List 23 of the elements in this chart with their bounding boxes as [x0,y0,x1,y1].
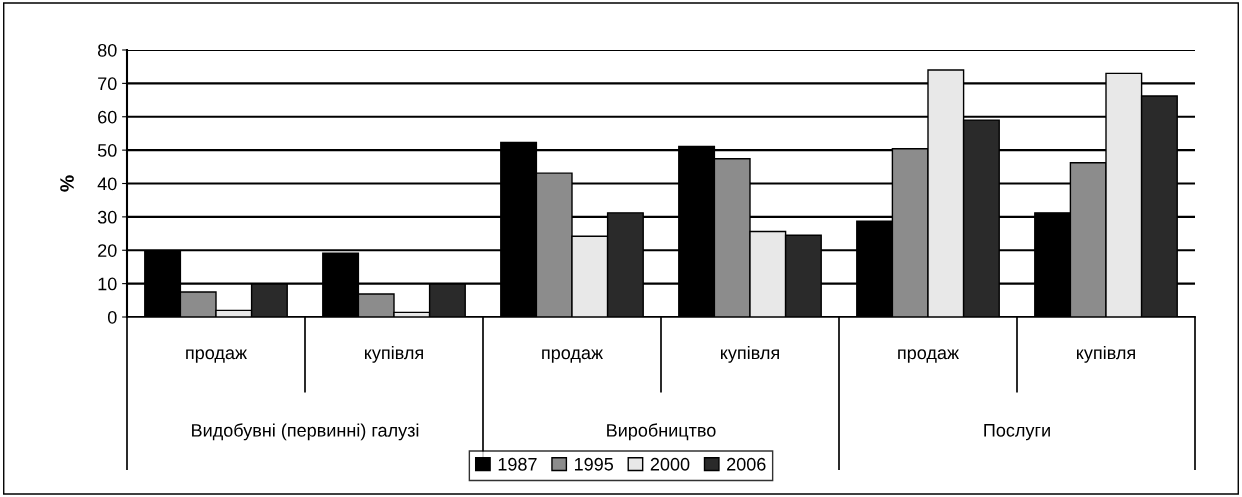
y-tick-label: 50 [97,144,117,157]
y-tick-label: 10 [98,277,117,291]
y-tick-label: 30 [97,210,117,224]
x-tick-label: продаж [186,349,247,363]
legend-label: 1987 [498,457,537,471]
x-tick-label: продаж [542,349,603,363]
legend-label: 2000 [650,457,690,471]
y-tick-label: 60 [98,110,117,124]
y-tick-label: 70 [98,77,117,91]
y-tick-label: 0 [107,310,117,324]
legend-label: 1995 [574,457,614,471]
y-axis-title: % [60,175,74,192]
x-tick-label: купівля [721,345,779,363]
legend-label: 2006 [727,457,766,471]
y-tick-label: 80 [97,43,117,57]
text: Видобувні (первинні) галузі [192,423,419,441]
y-tick-label: 20 [98,244,117,257]
text: Виробництво [607,423,716,441]
x-tick-label: купівля [1077,345,1135,363]
x-tick-label: продаж [898,349,959,363]
text: Послуги [984,424,1050,441]
x-tick-label: купівля [365,345,423,363]
y-tick-label: 40 [97,177,117,191]
